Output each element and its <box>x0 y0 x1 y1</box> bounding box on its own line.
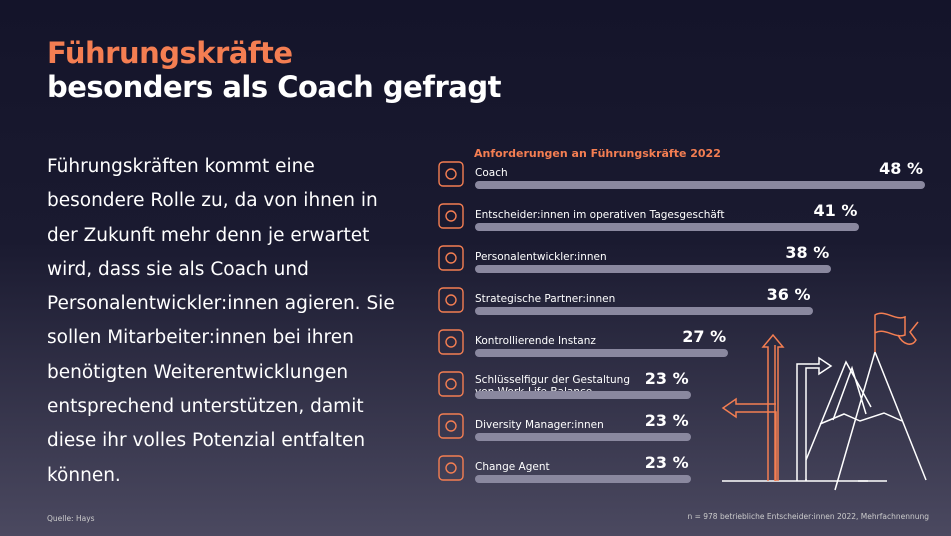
bar <box>475 391 691 399</box>
body-text: Führungskräften kommt eine besondere Rol… <box>47 156 395 486</box>
bar-label: Kontrollierende Instanz <box>475 335 596 347</box>
source: Quelle: Hays <box>47 514 95 523</box>
calendar-icon <box>438 203 464 229</box>
bar <box>475 223 860 231</box>
bar <box>475 349 729 357</box>
bar-label: Diversity Manager:innen <box>475 419 604 431</box>
change-agent-icon <box>438 455 464 481</box>
gear-heart-balance-icon <box>438 371 464 397</box>
sample-note: n = 978 betriebliche Entscheider:innen 2… <box>687 512 929 521</box>
mountain-arrows-illustration <box>721 312 927 491</box>
target-ladder-icon <box>438 161 464 187</box>
clipboard-check-icon <box>438 329 464 355</box>
title-line-1: Führungskräfte <box>47 36 293 70</box>
bar <box>475 181 925 189</box>
bar-label: Coach <box>475 167 508 179</box>
bar-value: 38 % <box>785 243 830 262</box>
bar-value: 48 % <box>879 159 923 178</box>
bar <box>475 265 832 273</box>
title-line-2: besonders als Coach gefragt <box>47 70 501 104</box>
bar <box>475 307 813 315</box>
bar-value: 41 % <box>813 201 858 220</box>
bar-label: Change Agent <box>475 461 550 473</box>
bar-value: 23 % <box>644 369 689 388</box>
bar-label: Personalentwickler:innen <box>475 251 607 263</box>
people-growth-icon <box>438 245 464 271</box>
bar-value: 23 % <box>644 453 689 472</box>
chess-knight-icon <box>438 287 464 313</box>
rainbow-flag-icon <box>438 413 464 439</box>
bar-label: Entscheider:innen im operativen Tagesges… <box>475 209 725 221</box>
bar-value: 27 % <box>682 327 727 346</box>
bar <box>475 433 691 441</box>
bar-value: 36 % <box>766 285 811 304</box>
chart-title: Anforderungen an Führungskräfte 2022 <box>474 147 721 160</box>
bar-value: 23 % <box>644 411 689 430</box>
bar <box>475 475 691 483</box>
bar-label: Strategische Partner:innen <box>475 293 616 305</box>
